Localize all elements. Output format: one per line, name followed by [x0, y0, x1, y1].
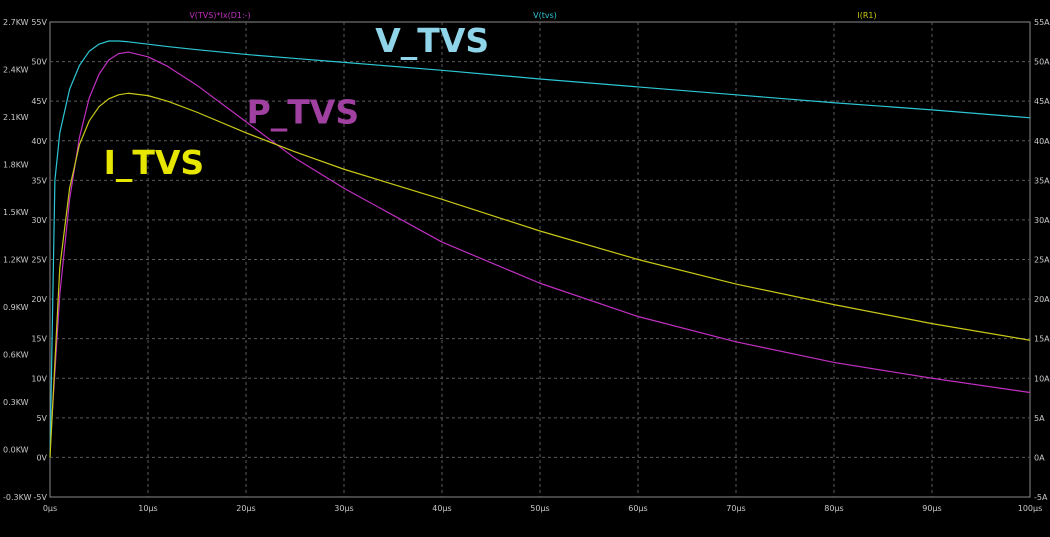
y-left-voltage-label: 25V	[31, 256, 47, 265]
y-right-current-label: 55A	[1034, 18, 1050, 27]
y-left-power-label: -0.3KW	[3, 493, 32, 502]
legend-entry: V(tvs)	[533, 11, 557, 20]
y-right-current-label: 5A	[1034, 414, 1045, 423]
annotation-v-tvs: V_TVS	[375, 21, 489, 60]
y-left-power-label: 0.0KW	[3, 446, 29, 455]
y-right-current-label: 35A	[1034, 176, 1050, 185]
legend-entry: I(R1)	[857, 11, 876, 20]
y-right-current-label: -5A	[1034, 493, 1048, 502]
overlay-labels: V_TVS P_TVS I_TVS	[104, 21, 490, 182]
y-left-voltage-label: 20V	[31, 295, 47, 304]
x-tick-label: 100µs	[1018, 504, 1043, 513]
y-left-voltage-label: -5V	[34, 493, 48, 502]
y-right-current-label: 45A	[1034, 97, 1050, 106]
x-tick-label: 70µs	[726, 504, 745, 513]
y-right-current-label: 0A	[1034, 453, 1045, 462]
y-left-power-label: 2.7KW	[3, 18, 29, 27]
x-tick-label: 20µs	[236, 504, 255, 513]
x-tick-label: 90µs	[922, 504, 941, 513]
legend-entry: V(TVS)*Ix(D1:-)	[189, 11, 250, 20]
y-right-current-label: 50A	[1034, 58, 1050, 67]
y-left-power-label: 0.6KW	[3, 351, 29, 360]
x-tick-label: 30µs	[334, 504, 353, 513]
y-left-voltage-label: 30V	[31, 216, 47, 225]
tick-labels: 0µs 10µs 20µs 30µs 40µs 50µs 60µs 70µs 80µs 90µs 1…	[3, 18, 1050, 513]
y-left-power-label: 1.5KW	[3, 208, 29, 217]
y-left-power-label: 0.9KW	[3, 303, 29, 312]
y-right-current-label: 10A	[1034, 374, 1050, 383]
y-left-voltage-label: 40V	[31, 137, 47, 146]
legend: V(TVS)*Ix(D1:-) V(tvs) I(R1)	[189, 11, 876, 20]
x-tick-label: 0µs	[43, 504, 57, 513]
y-left-power-label: 2.1KW	[3, 113, 29, 122]
x-tick-label: 40µs	[432, 504, 451, 513]
x-tick-label: 50µs	[530, 504, 549, 513]
y-left-voltage-label: 15V	[31, 335, 47, 344]
trace-V(tvs)	[49, 40, 1031, 458]
y-left-voltage-label: 0V	[36, 453, 47, 462]
y-right-current-label: 20A	[1034, 295, 1050, 304]
y-left-voltage-label: 50V	[31, 58, 47, 67]
y-left-voltage-label: 55V	[31, 18, 47, 27]
x-tick-label: 80µs	[824, 504, 843, 513]
x-tick-label: 60µs	[628, 504, 647, 513]
y-left-voltage-label: 35V	[31, 176, 47, 185]
traces	[49, 40, 1031, 458]
y-left-power-label: 1.2KW	[3, 256, 29, 265]
y-left-voltage-label: 45V	[31, 97, 47, 106]
trace-I(R1)	[49, 92, 1031, 458]
y-right-current-label: 40A	[1034, 137, 1050, 146]
x-tick-label: 10µs	[138, 504, 157, 513]
trace-V(TVS)*Ix(D1:-)	[49, 51, 1031, 450]
y-left-voltage-label: 5V	[36, 414, 47, 423]
annotation-p-tvs: P_TVS	[247, 92, 360, 131]
y-left-voltage-label: 10V	[31, 374, 47, 383]
y-right-current-label: 15A	[1034, 335, 1050, 344]
grid	[50, 22, 1030, 497]
y-right-current-label: 30A	[1034, 216, 1050, 225]
annotation-i-tvs: I_TVS	[104, 143, 205, 182]
y-left-power-label: 0.3KW	[3, 398, 29, 407]
y-right-current-label: 25A	[1034, 256, 1050, 265]
y-left-power-label: 2.4KW	[3, 66, 29, 75]
y-left-power-label: 1.8KW	[3, 161, 29, 170]
